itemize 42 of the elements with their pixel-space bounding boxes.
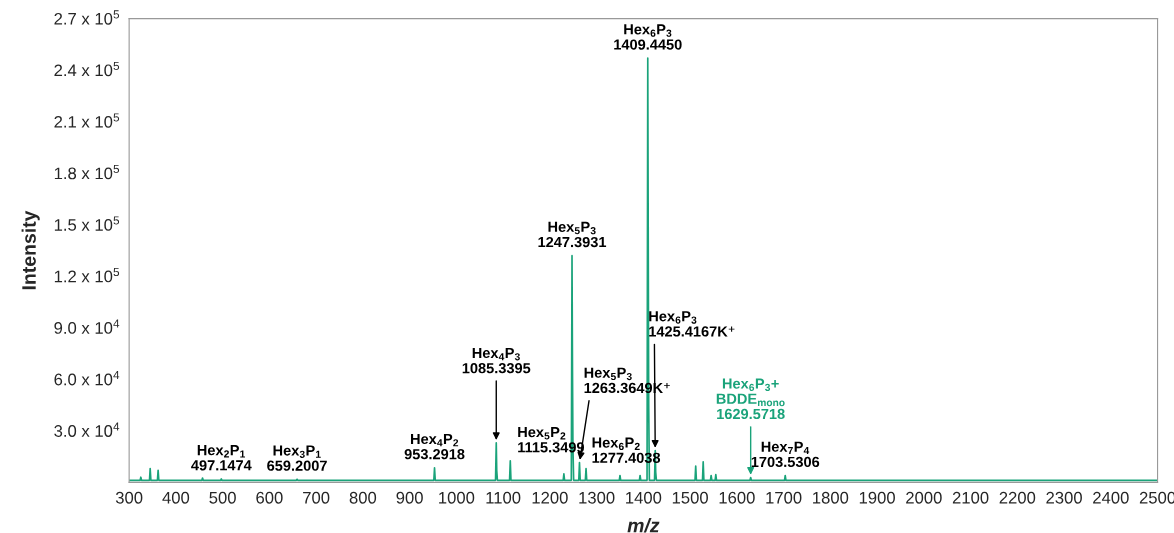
y-tick-label: 6.0 x 10$^{4}$	[54, 371, 120, 386]
x-tick-label: 2400	[1093, 491, 1129, 504]
x-tick-label: 1300	[579, 491, 615, 504]
annotation: Hex$_{6}$P$_{3}$ 1425.4167K⁺	[649, 311, 735, 337]
x-tick-label: 700	[303, 491, 330, 504]
y-tick-label: 3.0 x 10$^{4}$	[54, 422, 120, 437]
y-tick-label: 9.0 x 10$^{4}$	[54, 319, 120, 334]
x-tick-label: 2300	[1046, 491, 1082, 504]
x-tick-label: 900	[396, 491, 423, 504]
x-tick-label: 400	[162, 491, 190, 504]
annotation: Hex$_{7}$P$_{4}$ 1703.5306	[751, 441, 820, 468]
x-tick-label: 2100	[952, 491, 989, 504]
annotation: Hex$_{4}$P$_{2}$ 953.2918	[404, 433, 465, 460]
x-tick-label: 1200	[532, 491, 568, 504]
y-tick-label: 1.2 x 10$^{5}$	[54, 267, 120, 283]
x-tick-label: 1100	[486, 491, 521, 504]
y-axis-title: Intensity	[21, 210, 40, 290]
x-tick-label: 1600	[719, 491, 755, 504]
y-tick-label: 1.8 x 10$^{5}$	[54, 164, 120, 180]
x-tick-label: 1900	[859, 491, 895, 504]
y-tick-label: 2.4 x 10$^{5}$	[54, 61, 120, 77]
x-tick-label: 1500	[672, 491, 708, 504]
annotation: Hex$_{6}$P$_{3}$ 1409.4450	[614, 24, 682, 50]
x-tick-label: 1000	[439, 491, 475, 504]
x-tick-label: 1700	[766, 491, 802, 504]
annotation: Hex$_{3}$P$_{1}$ 659.2007	[267, 445, 327, 471]
x-tick-label: 300	[115, 491, 143, 504]
annotation: Hex$_{4}$P$_{3}$ 1085.3395	[462, 347, 531, 374]
x-axis-title: m/z	[627, 518, 660, 533]
x-tick-label: 1400	[626, 491, 662, 504]
annotation: Hex$_{6}$P$_{3}$+ BDDE$_{mono}$ 1629.5718	[716, 378, 785, 420]
annotation: Hex$_{5}$P$_{3}$ 1247.3931	[538, 221, 607, 248]
annotation: Hex$_{2}$P$_{1}$ 497.1474	[191, 445, 252, 471]
y-tick-label: 1.5 x 10$^{5}$	[54, 216, 120, 231]
x-tick-label: 2200	[999, 491, 1036, 504]
x-tick-label: 2000	[906, 491, 942, 504]
y-tick-label: 2.7 x 10$^{5}$	[54, 10, 120, 25]
x-tick-label: 1800	[813, 491, 849, 504]
x-tick-label: 500	[209, 491, 236, 504]
x-tick-label: 600	[256, 491, 283, 504]
y-tick-label: 2.1 x 10$^{5}$	[54, 113, 120, 128]
x-tick-label: 800	[349, 491, 377, 504]
